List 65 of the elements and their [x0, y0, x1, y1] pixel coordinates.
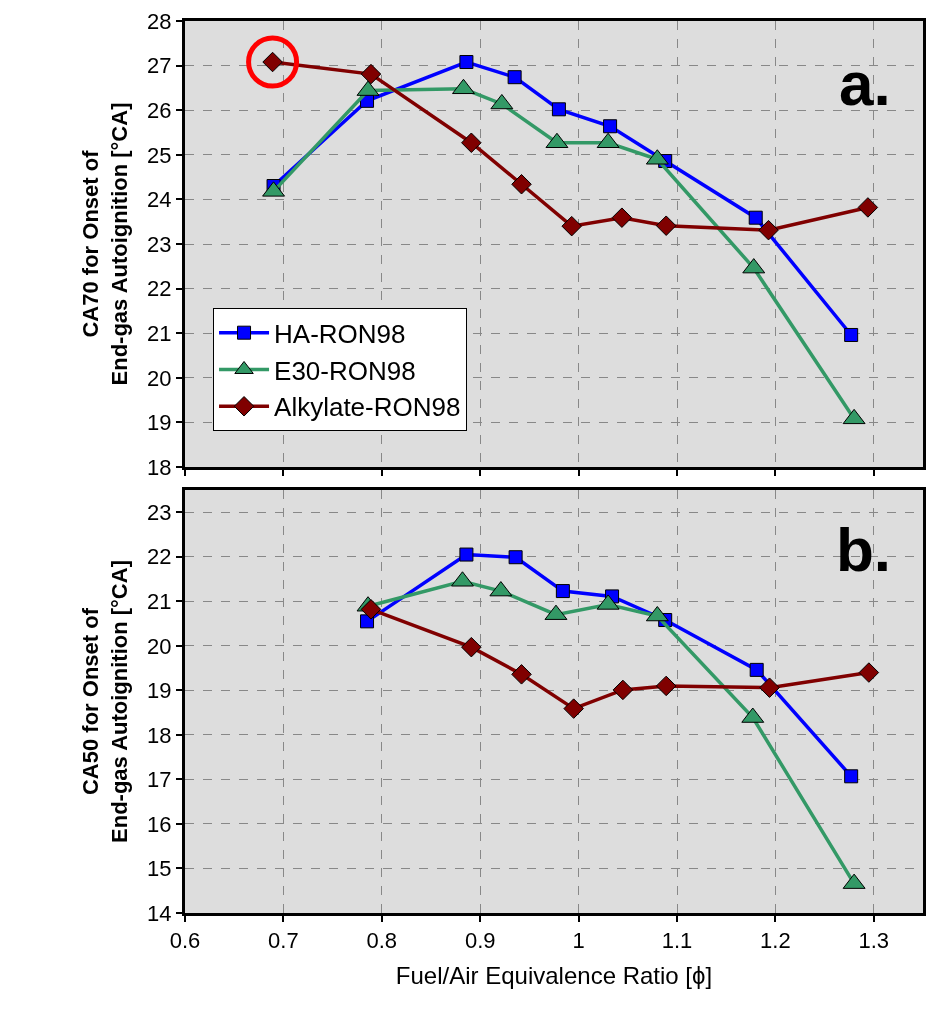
- x-tick-label: 1.3: [858, 928, 890, 954]
- y-tick-label: 24: [147, 187, 172, 213]
- y-tick-label: 15: [147, 856, 172, 882]
- y-tick-label: 20: [147, 365, 172, 391]
- x-tick-label: 0.8: [366, 928, 398, 954]
- point: [858, 662, 880, 683]
- y-tick-label: 26: [147, 97, 172, 123]
- point: [508, 550, 523, 565]
- point: [461, 132, 482, 154]
- point: [844, 327, 859, 342]
- point: [461, 636, 482, 658]
- y-axis-title: CA50 for Onset of End-gas Autoignition [°CA]: [78, 560, 132, 843]
- point: [655, 675, 677, 697]
- point: [758, 219, 779, 241]
- y-tick-label: 16: [147, 811, 172, 837]
- y-tick-label: 21: [147, 589, 172, 615]
- x-tick-label: 0.7: [268, 928, 299, 954]
- point: [459, 55, 474, 70]
- y-tick-label: 19: [147, 410, 172, 436]
- point: [749, 662, 764, 677]
- y-axis-title: CA70 for Onset of End-gas Autoignition [°CA]: [78, 102, 132, 386]
- y-tick-label: 23: [147, 499, 172, 525]
- y-tick-label: 20: [147, 633, 172, 659]
- y-tick-label: 14: [147, 900, 172, 926]
- point: [603, 119, 618, 134]
- x-tick-label: 1.2: [760, 928, 791, 954]
- x-tick-label: 1: [572, 928, 585, 954]
- point: [360, 599, 382, 620]
- legend-label: Alkylate-RON98: [274, 392, 461, 423]
- point: [511, 173, 532, 195]
- point: [360, 63, 382, 85]
- x-tick-label: 1.1: [661, 928, 693, 954]
- y-tick-label: 23: [147, 231, 172, 257]
- point: [561, 215, 582, 237]
- y-tick-label: 21: [147, 320, 172, 346]
- point: [844, 769, 859, 784]
- x-tick-label: 0.9: [464, 928, 496, 954]
- y-tick-label: 27: [147, 53, 172, 79]
- point: [563, 698, 584, 719]
- point: [507, 70, 522, 85]
- point: [842, 408, 866, 425]
- point: [748, 210, 763, 225]
- point: [611, 207, 633, 228]
- point: [655, 215, 677, 236]
- point: [459, 547, 474, 562]
- point: [551, 102, 566, 117]
- y-tick-label: 25: [147, 142, 172, 168]
- point: [857, 197, 879, 218]
- point: [759, 677, 780, 698]
- y-tick-label: 28: [147, 8, 172, 34]
- y-tick-label: 17: [147, 767, 172, 793]
- point: [612, 679, 634, 701]
- point: [555, 584, 570, 599]
- annotation: b.: [836, 515, 892, 584]
- legend-label: HA-RON98: [274, 318, 406, 349]
- x-axis-title: Fuel/Air Equivalence Ratio [ϕ]: [395, 961, 713, 989]
- point: [511, 664, 532, 685]
- legend-label: E30-RON98: [274, 355, 416, 386]
- y-tick-label: 19: [147, 678, 172, 704]
- y-tick-label: 18: [147, 454, 172, 480]
- y-tick-label: 22: [147, 276, 172, 302]
- annotation: a.: [839, 49, 891, 118]
- y-tick-label: 22: [147, 544, 172, 570]
- y-tick-label: 18: [147, 722, 172, 748]
- x-tick-label: 0.6: [169, 928, 201, 954]
